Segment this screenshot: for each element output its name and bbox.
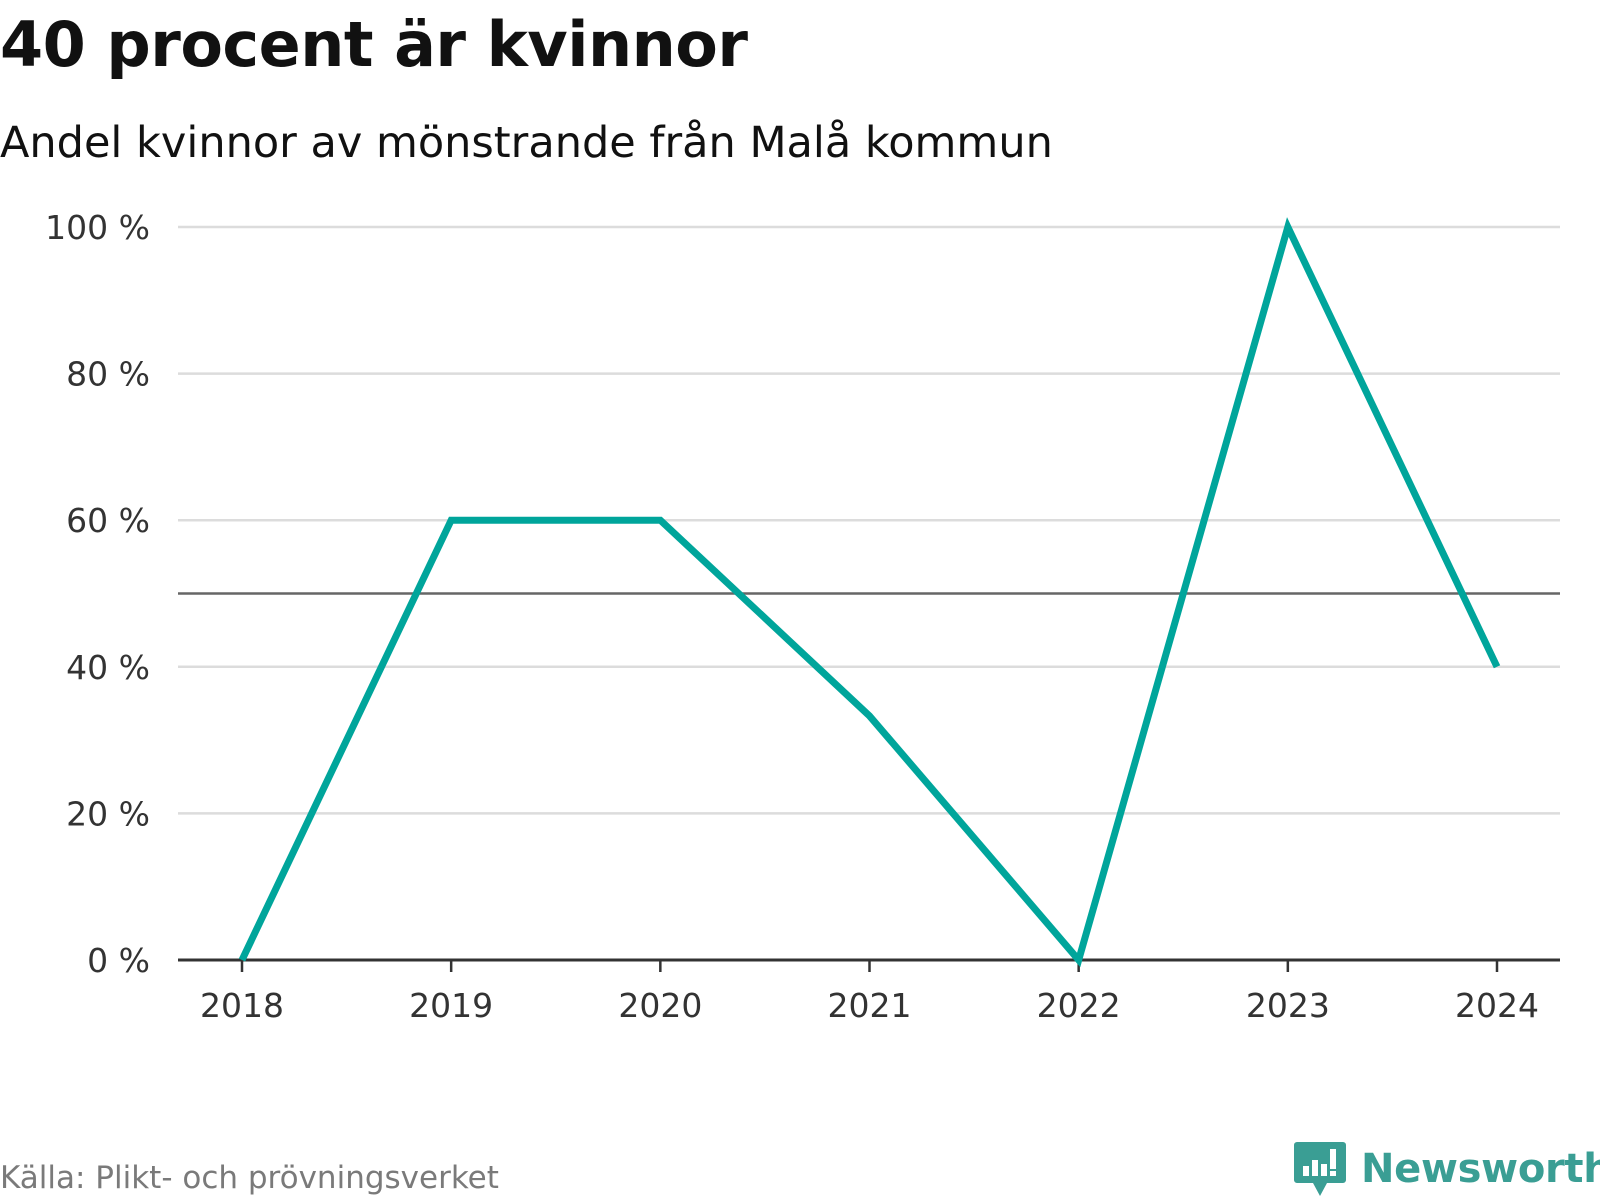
y-tick-label: 100 % [45,208,150,247]
x-tick-label: 2019 [409,986,493,1025]
series-layer [238,217,1501,968]
brand-name: Newsworthy [1361,1146,1600,1192]
x-tick-label: 2024 [1455,986,1539,1025]
axis-layer [178,958,1560,972]
source-note: Källa: Plikt- och prövningsverket [0,1160,499,1196]
y-tick-label: 20 % [66,794,150,833]
x-tick-label: 2022 [1037,986,1121,1025]
x-tick-label: 2023 [1246,986,1330,1025]
grid-layer [178,225,1560,815]
label-layer: 0 % 20 % 40 % 60 % 80 % 100 % 2018 2019 2020 2021… [45,208,1539,1025]
brand-logo[interactable]: Newsworthy [1293,1140,1600,1198]
y-tick-label: 80 % [66,355,150,394]
y-tick-label: 60 % [66,501,150,540]
newsworthy-logo-icon [1294,1142,1346,1196]
chart-subtitle: Andel kvinnor av mönstrande från Malå ko… [0,118,1053,168]
y-tick-label: 40 % [66,648,150,687]
x-tick-label: 2020 [618,986,702,1025]
chart-title: 40 procent är kvinnor [0,8,748,81]
x-tick-label: 2021 [828,986,912,1025]
y-tick-label: 0 % [87,941,150,980]
x-tick-label: 2018 [200,986,284,1025]
